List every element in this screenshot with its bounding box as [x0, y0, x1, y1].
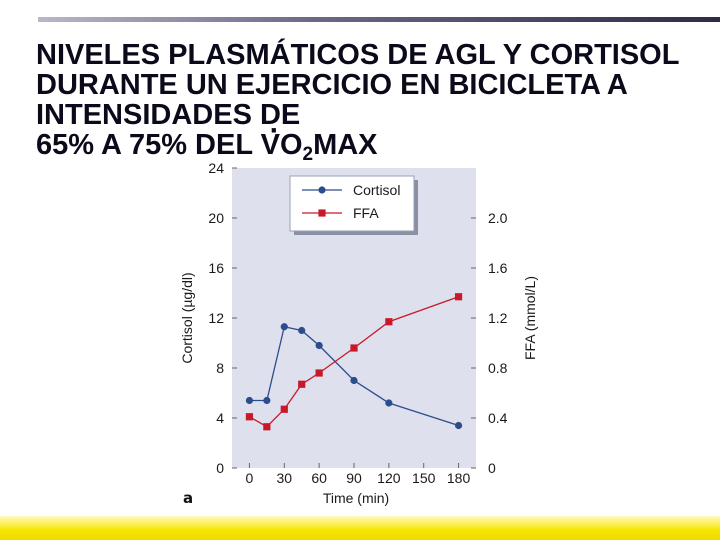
right-tick-label: 0	[488, 460, 496, 476]
legend-cortisol-marker	[318, 186, 326, 194]
title-o-letter: O	[279, 129, 303, 161]
cortisol-point	[315, 341, 323, 350]
right-tick-label: 1.6	[488, 260, 508, 276]
title-subscript: 2	[302, 144, 314, 165]
cortisol-point	[350, 376, 358, 385]
legend-ffa-label: FFA	[353, 205, 379, 221]
title-line-2: DURANTE UN EJERCICIO EN BICICLETA A	[36, 69, 628, 101]
cortisol-point	[454, 421, 463, 430]
right-tick-label: 1.2	[488, 310, 508, 326]
x-axis: 0 30 60 90 120 150 180	[246, 463, 471, 486]
x-tick-label: 120	[377, 470, 401, 486]
x-tick-label: 150	[412, 470, 436, 486]
right-axis-title: FFA (mmol/L)	[522, 276, 538, 360]
left-tick-label: 24	[208, 160, 224, 176]
slide-title: NIVELES PLASMÁTICOS DE AGL Y CORTISOL DU…	[36, 39, 680, 164]
x-tick-label: 180	[447, 470, 471, 486]
title-line-4: 65% A 75% DEL VO2MAX	[36, 116, 378, 164]
left-tick-label: 0	[216, 460, 224, 476]
cortisol-point	[245, 396, 254, 405]
legend-ffa-marker	[318, 209, 326, 217]
ffa-point	[245, 413, 254, 421]
cortisol-point	[385, 399, 393, 407]
left-tick-label: 20	[208, 210, 224, 226]
bottom-accent-bar	[0, 516, 720, 540]
x-tick-label: 60	[311, 470, 327, 486]
panel-label: a	[183, 489, 193, 507]
left-axis: 0 4 8 12 16 20 24	[208, 160, 237, 476]
ffa-point	[263, 423, 271, 431]
ffa-point	[350, 344, 358, 352]
x-tick-label: 0	[246, 470, 254, 486]
cortisol-point	[298, 326, 306, 335]
right-tick-label: 2.0	[488, 210, 508, 226]
ffa-point	[280, 405, 288, 413]
left-tick-label: 8	[216, 360, 224, 376]
title-line-3: INTENSIDADES DE	[36, 99, 301, 131]
right-axis: 0 0.4 0.8 1.2 1.6 2.0	[471, 210, 508, 476]
title-accent-bar	[38, 17, 720, 22]
cortisol-line	[249, 325, 459, 427]
ffa-point	[315, 369, 323, 377]
left-axis-title: Cortisol (µg/dl)	[179, 272, 195, 363]
left-tick-label: 4	[216, 410, 224, 426]
cortisol-point	[263, 396, 271, 405]
title-line-1: NIVELES PLASMÁTICOS DE AGL Y CORTISOL	[36, 39, 680, 71]
right-tick-label: 0.8	[488, 360, 508, 376]
series-markers	[245, 293, 463, 431]
x-tick-label: 90	[346, 470, 362, 486]
ffa-point	[298, 380, 306, 388]
ffa-point	[454, 293, 463, 301]
ffa-point	[385, 318, 393, 326]
x-axis-title: Time (min)	[323, 490, 389, 506]
left-tick-label: 12	[208, 310, 224, 326]
title-line-4-suffix: MAX	[313, 129, 378, 161]
legend: Cortisol FFA	[289, 175, 418, 235]
legend-cortisol-label: Cortisol	[353, 182, 400, 198]
right-tick-label: 0.4	[488, 410, 508, 426]
x-tick-label: 30	[276, 470, 292, 486]
title-line-4-prefix: 65% A 75% DEL	[36, 129, 261, 161]
cortisol-point	[280, 323, 288, 331]
left-tick-label: 16	[208, 260, 224, 276]
title-vdot-letter: V	[261, 116, 280, 160]
legend-box	[289, 175, 415, 232]
